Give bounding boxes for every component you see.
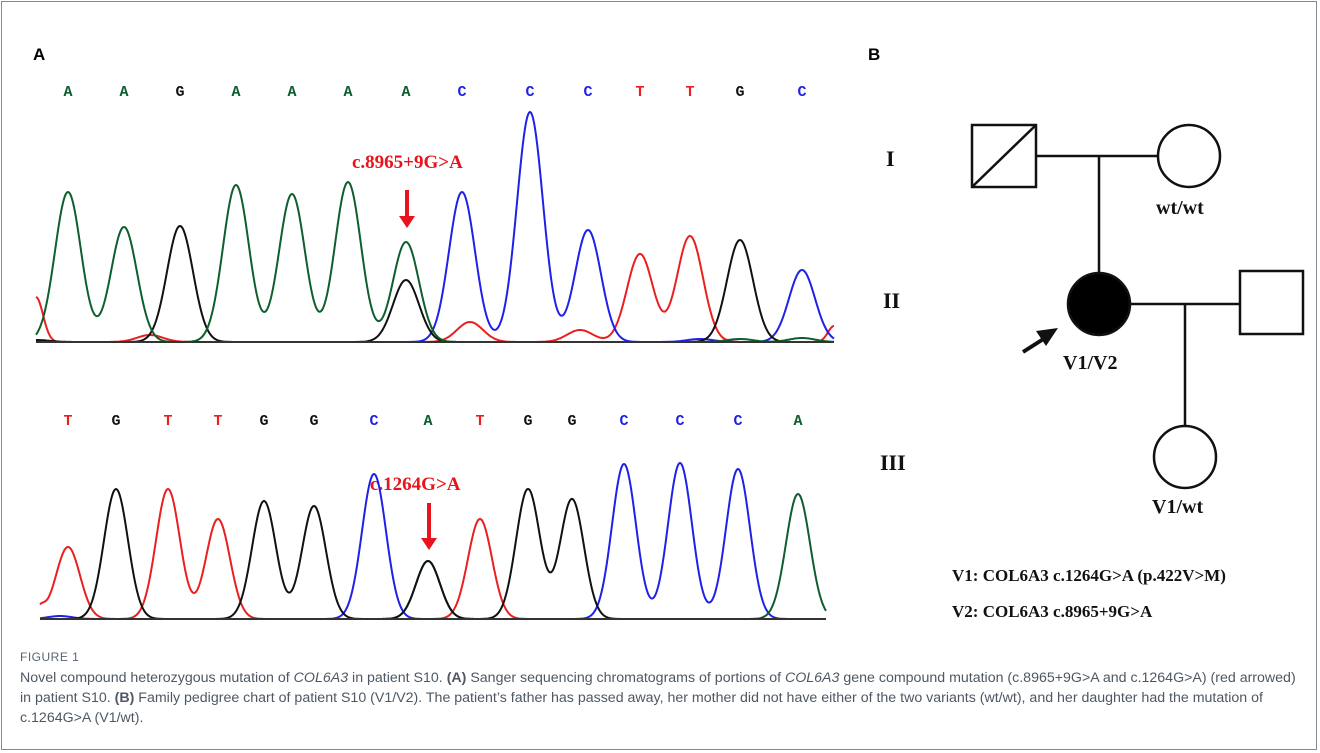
daughter-carrier-female [1152, 424, 1218, 490]
generation-label-iii: III [880, 450, 906, 475]
top-base-6: A [343, 84, 353, 101]
bottom-base-11: G [567, 413, 577, 430]
top-base-2: A [119, 84, 129, 101]
caption-title-post: in patient S10. [348, 670, 447, 686]
top-mutation-label: c.8965+9G>A [352, 152, 463, 173]
bottom-base-5: G [259, 413, 269, 430]
bottom-base-4: T [213, 413, 223, 430]
top-mutation-arrow-icon [399, 190, 415, 228]
caption-a-pre: Sanger sequencing chromatograms of porti… [466, 670, 785, 686]
top-base-12: T [685, 84, 695, 101]
top-base-5: A [287, 84, 297, 101]
top-base-7: A [401, 84, 411, 101]
caption-a-post: gene compound mutation (c.8965+9G>A and … [20, 670, 1296, 706]
proband-affected-female [1066, 271, 1132, 337]
bottom-base-8: A [423, 413, 433, 430]
variant-v1-definition: V1: COL6A3 c.1264G>A (p.422V>M) [952, 566, 1226, 585]
top-base-4: A [231, 84, 241, 101]
generation-label-i: I [886, 146, 895, 171]
bottom-base-15: A [793, 413, 803, 430]
caption-title-pre: Novel compound heterozygous mutation of [20, 670, 294, 686]
trace-g-black [36, 224, 834, 343]
top-base-13: G [735, 84, 745, 101]
father-deceased-male [970, 123, 1038, 189]
bottom-mutation-arrow-icon [421, 503, 437, 550]
mother-genotype: wt/wt [1156, 197, 1204, 219]
top-base-3: G [175, 84, 185, 101]
bottom-base-3: T [163, 413, 173, 430]
top-base-14: C [797, 84, 807, 101]
caption-b-text: Family pedigree chart of patient S10 (V1… [20, 690, 1263, 726]
mother-unaffected-female [1156, 123, 1222, 189]
caption-a-gene: COL6A3 [785, 670, 840, 686]
top-base-1: A [63, 84, 73, 101]
variant-v2-definition: V2: COL6A3 c.8965+9G>A [952, 602, 1153, 621]
top-base-11: T [635, 84, 645, 101]
figure-number: FIGURE 1 [20, 650, 80, 664]
top-base-10: C [583, 84, 593, 101]
bottom-base-14: C [733, 413, 743, 430]
bottom-mutation-label: c.1264G>A [370, 474, 461, 495]
top-base-9: C [525, 84, 535, 101]
bottom-base-6: G [309, 413, 319, 430]
panel-a-label: A [33, 45, 46, 64]
caption-title-gene: COL6A3 [293, 670, 349, 686]
bottom-base-9: T [475, 413, 485, 430]
bottom-base-10: G [523, 413, 533, 430]
bottom-base-1: T [63, 413, 73, 430]
bottom-base-7: C [369, 413, 379, 430]
bottom-base-13: C [675, 413, 685, 430]
spouse-male [1238, 269, 1305, 336]
proband-arrow-icon [1021, 328, 1058, 354]
top-base-8: C [457, 84, 467, 101]
daughter-genotype: V1/wt [1152, 496, 1204, 518]
panel-b-label: B [868, 45, 881, 64]
proband-genotype: V1/V2 [1063, 352, 1118, 374]
caption-a-tag: (A) [446, 670, 467, 686]
caption-b-tag: (B) [114, 690, 135, 706]
figure-caption: Novel compound heterozygous mutation of … [20, 668, 1300, 728]
generation-label-ii: II [883, 288, 901, 313]
bottom-base-2: G [111, 413, 121, 430]
bottom-base-12: C [619, 413, 629, 430]
